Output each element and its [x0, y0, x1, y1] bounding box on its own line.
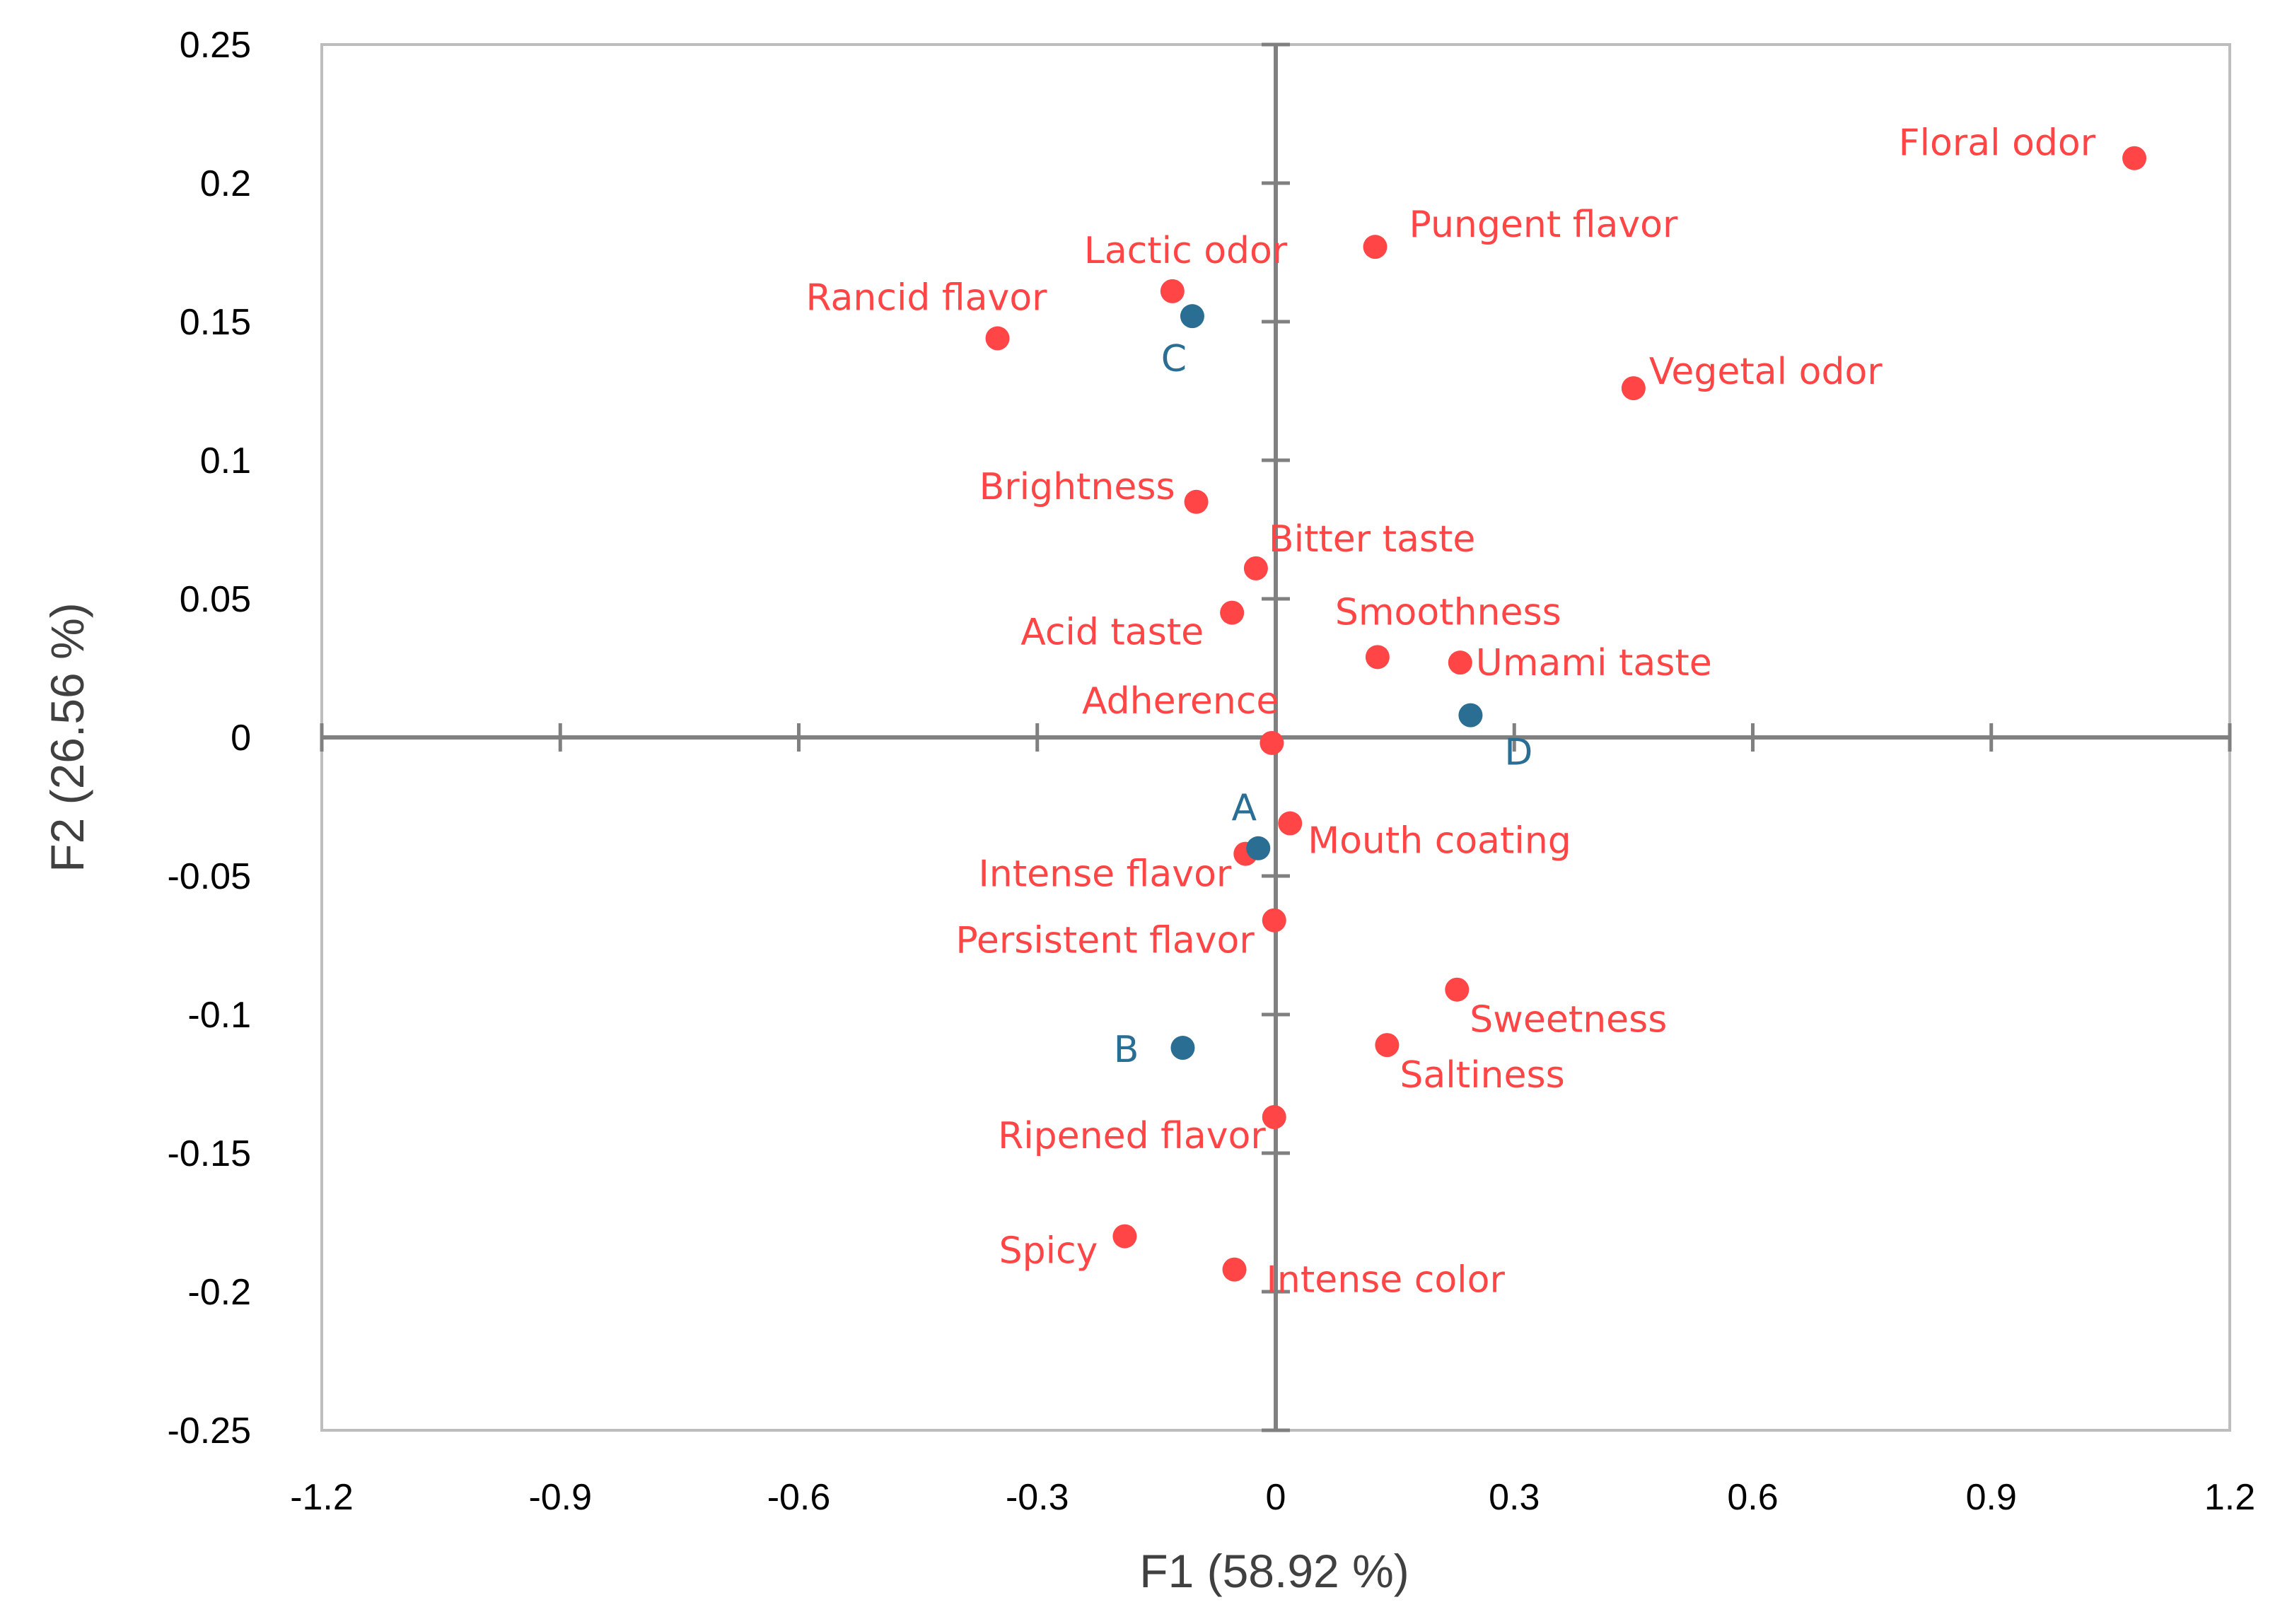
- x-tick-label: 0: [1266, 1477, 1286, 1518]
- sample-point-c: [1180, 304, 1204, 329]
- attribute-label-bitter-taste: Bitter taste: [1269, 518, 1476, 561]
- y-tick-label: 0.25: [180, 25, 251, 66]
- attribute-point-lactic-odor: [1160, 279, 1185, 303]
- y-tick-label: 0.1: [200, 440, 251, 481]
- x-tick-label: -0.6: [767, 1477, 831, 1518]
- point-labels: Floral odor Pungent flavor Lactic odor Ranc…: [806, 122, 2096, 1302]
- attribute-point-mouth-coating: [1278, 811, 1303, 836]
- attribute-point-persistent-flavor: [1262, 908, 1286, 933]
- y-tick-label: -0.2: [187, 1272, 251, 1313]
- data-points: [985, 146, 2147, 1282]
- attribute-point-adherence: [1260, 730, 1284, 755]
- attribute-label-adherence: Adherence: [1082, 680, 1279, 723]
- x-tick-label: 0.6: [1727, 1477, 1778, 1518]
- attribute-label-pungent-flavor: Pungent flavor: [1409, 204, 1678, 246]
- attribute-label-sweetness: Sweetness: [1470, 999, 1667, 1041]
- x-tick-label: 0.9: [1966, 1477, 2017, 1518]
- x-tick-label: 1.2: [2204, 1477, 2255, 1518]
- attribute-label-vegetal-odor: Vegetal odor: [1649, 351, 1883, 393]
- attribute-point-bitter-taste: [1243, 556, 1268, 580]
- sample-point-b: [1170, 1036, 1195, 1061]
- attribute-label-intense-color: Intense color: [1267, 1259, 1506, 1302]
- y-tick-label: 0: [231, 718, 251, 759]
- sample-label-a: A: [1231, 787, 1257, 829]
- y-tick-label: 0.05: [180, 579, 251, 620]
- y-tick-label: -0.1: [187, 995, 251, 1036]
- x-tick-label: -1.2: [290, 1477, 354, 1518]
- attribute-label-umami-taste: Umami taste: [1476, 642, 1712, 684]
- attribute-label-rancid-flavor: Rancid flavor: [806, 277, 1048, 320]
- attribute-point-pungent-flavor: [1363, 235, 1388, 259]
- attribute-label-brightness: Brightness: [979, 466, 1175, 508]
- attribute-label-mouth-coating: Mouth coating: [1308, 820, 1571, 863]
- attribute-point-floral-odor: [2122, 146, 2147, 170]
- y-axis-title: F2 (26.56 %): [41, 602, 93, 872]
- y-tick-label: -0.15: [167, 1133, 251, 1174]
- attribute-point-rancid-flavor: [985, 326, 1010, 351]
- y-tick-labels: 0.25 0.2 0.15 0.1 0.05 0 -0.05 -0.1 -0.15 -0.2 -0.…: [167, 25, 251, 1451]
- attribute-point-brightness: [1184, 489, 1209, 514]
- attribute-label-acid-taste: Acid taste: [1020, 612, 1204, 654]
- x-tick-label: 0.3: [1489, 1477, 1540, 1518]
- attribute-point-saltiness: [1375, 1033, 1400, 1058]
- sample-point-d: [1458, 703, 1483, 728]
- attribute-point-vegetal-odor: [1621, 376, 1646, 401]
- y-tick-label: 0.15: [180, 302, 251, 343]
- sample-label-c: C: [1161, 338, 1187, 380]
- y-tick-label: 0.2: [200, 163, 251, 204]
- attribute-point-sweetness: [1445, 977, 1470, 1002]
- attribute-point-umami-taste: [1448, 650, 1472, 675]
- attribute-point-acid-taste: [1220, 600, 1245, 625]
- attribute-label-spicy: Spicy: [999, 1230, 1098, 1273]
- y-tick-label: -0.05: [167, 856, 251, 897]
- sample-label-b: B: [1114, 1029, 1139, 1071]
- sample-label-d: D: [1504, 732, 1532, 774]
- x-tick-label: -0.3: [1006, 1477, 1069, 1518]
- attribute-label-saltiness: Saltiness: [1400, 1054, 1564, 1097]
- attribute-label-ripened-flavor: Ripened flavor: [998, 1115, 1266, 1157]
- attribute-label-floral-odor: Floral odor: [1899, 122, 2096, 165]
- attribute-label-smoothness: Smoothness: [1335, 591, 1561, 633]
- y-tick-label: -0.25: [167, 1410, 251, 1451]
- attribute-point-ripened-flavor: [1262, 1105, 1286, 1130]
- x-tick-label: -0.9: [528, 1477, 592, 1518]
- attribute-point-smoothness: [1365, 645, 1390, 670]
- x-tick-labels: -1.2 -0.9 -0.6 -0.3 0 0.3 0.6 0.9 1.2: [290, 1477, 2255, 1518]
- attribute-label-lactic-odor: Lactic odor: [1084, 230, 1288, 272]
- sample-point-a: [1246, 836, 1271, 860]
- attribute-point-spicy: [1112, 1224, 1137, 1249]
- attribute-label-intense-flavor: Intense flavor: [978, 853, 1231, 896]
- attribute-point-intense-color: [1222, 1257, 1247, 1282]
- attribute-label-persistent-flavor: Persistent flavor: [955, 920, 1255, 962]
- x-axis-title: F1 (58.92 %): [1139, 1545, 1409, 1597]
